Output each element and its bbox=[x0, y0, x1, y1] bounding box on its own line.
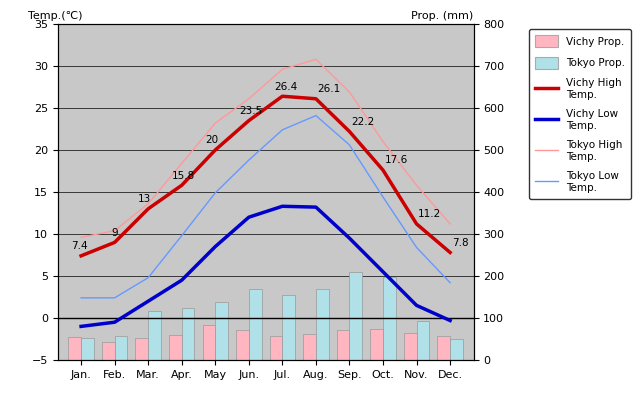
Bar bbox=[68, 337, 81, 360]
Bar bbox=[148, 311, 161, 360]
Text: Temp.(℃): Temp.(℃) bbox=[28, 11, 83, 21]
Bar bbox=[450, 338, 463, 360]
Text: 11.2: 11.2 bbox=[419, 209, 442, 219]
Bar bbox=[249, 290, 262, 360]
Bar bbox=[136, 338, 148, 360]
Bar bbox=[417, 321, 429, 360]
Bar bbox=[169, 335, 182, 360]
Bar bbox=[115, 336, 127, 360]
Text: 26.1: 26.1 bbox=[317, 84, 341, 94]
Bar bbox=[102, 342, 115, 360]
Text: Prop. (mm): Prop. (mm) bbox=[412, 11, 474, 21]
Bar bbox=[383, 277, 396, 360]
Text: 7.8: 7.8 bbox=[452, 238, 468, 248]
Text: 20: 20 bbox=[205, 135, 218, 145]
Bar bbox=[236, 330, 249, 360]
Text: 15.8: 15.8 bbox=[172, 170, 195, 180]
Bar bbox=[215, 302, 228, 360]
Bar bbox=[202, 325, 215, 360]
Bar bbox=[337, 330, 349, 360]
Bar bbox=[349, 272, 362, 360]
Text: 7.4: 7.4 bbox=[71, 241, 88, 251]
Bar bbox=[303, 334, 316, 360]
Bar bbox=[404, 333, 417, 360]
Text: 23.5: 23.5 bbox=[239, 106, 262, 116]
Bar bbox=[371, 329, 383, 360]
Text: 22.2: 22.2 bbox=[351, 117, 374, 127]
Text: 13: 13 bbox=[138, 194, 152, 204]
Bar bbox=[269, 336, 282, 360]
Text: 26.4: 26.4 bbox=[274, 82, 297, 92]
Bar bbox=[437, 336, 450, 360]
Text: 17.6: 17.6 bbox=[385, 156, 408, 166]
Bar bbox=[282, 295, 295, 360]
Bar bbox=[316, 290, 329, 360]
Bar bbox=[182, 308, 195, 360]
Text: 9: 9 bbox=[111, 228, 118, 238]
Legend: Vichy Prop., Tokyo Prop., Vichy High
Temp., Vichy Low
Temp., Tokyo High
Temp., T: Vichy Prop., Tokyo Prop., Vichy High Tem… bbox=[529, 29, 632, 199]
Bar bbox=[81, 338, 94, 360]
